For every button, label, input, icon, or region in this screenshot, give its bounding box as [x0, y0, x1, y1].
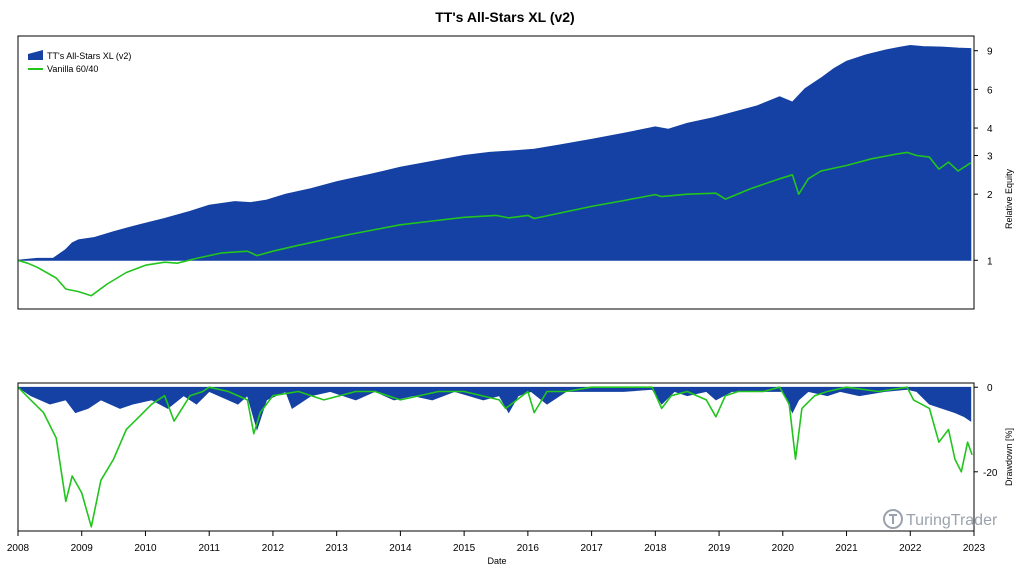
drawdown-panel: 0 -20 Drawdown [%] — [17, 382, 1014, 532]
equity-y-tick-label: 1 — [987, 256, 993, 267]
watermark-text: TuringTrader — [906, 512, 998, 529]
equity-area-layer — [17, 44, 972, 261]
legend-swatch-strategy — [28, 50, 43, 60]
equity-y-tick-label: 2 — [987, 190, 993, 201]
x-tick-label: 2021 — [835, 543, 858, 554]
equity-y-axis-title: Relative Equity — [1004, 168, 1014, 229]
legend-label-benchmark: Vanilla 60/40 — [47, 64, 98, 74]
drawdown-y-axis: 0 -20 — [974, 383, 998, 479]
equity-area-strategy — [17, 44, 972, 261]
drawdown-panel-frame — [17, 382, 975, 532]
drawdown-y-tick-label: -20 — [983, 468, 998, 479]
equity-y-tick-label: 3 — [987, 151, 993, 162]
drawdown-y-tick-label: 0 — [987, 383, 993, 394]
turingtrader-logo-mark — [889, 514, 897, 524]
x-tick-label: 2014 — [389, 543, 412, 554]
drawdown-area-strategy — [17, 386, 972, 431]
equity-y-tick-label: 6 — [987, 85, 993, 96]
drawdown-line-benchmark — [17, 386, 973, 528]
legend-label-strategy: TT's All-Stars XL (v2) — [47, 51, 131, 61]
x-tick-label: 2019 — [708, 543, 731, 554]
watermark: TuringTrader — [883, 509, 998, 529]
legend: TT's All-Stars XL (v2) Vanilla 60/40 — [28, 50, 131, 74]
drawdown-area-layer — [17, 386, 972, 431]
x-tick-label: 2012 — [262, 543, 285, 554]
equity-y-axis: 1 2 3 4 6 9 — [974, 47, 993, 267]
x-tick-label: 2010 — [134, 543, 157, 554]
x-tick-label: 2009 — [71, 543, 94, 554]
x-axis-title: Date — [487, 556, 506, 566]
equity-line-benchmark — [17, 151, 972, 297]
x-tick-label: 2013 — [326, 543, 349, 554]
equity-panel-frame — [17, 35, 975, 310]
x-tick-label: 2018 — [644, 543, 667, 554]
chart-title: TT's All-Stars XL (v2) — [435, 9, 574, 25]
equity-panel: 1 2 3 4 6 9 Relative Equity — [17, 35, 1014, 310]
x-tick-label: 2016 — [517, 543, 540, 554]
x-tick-label: 2015 — [453, 543, 476, 554]
turingtrader-logo-icon — [883, 509, 903, 529]
x-tick-label: 2022 — [899, 543, 922, 554]
drawdown-line-layer — [17, 386, 973, 528]
x-tick-label: 2023 — [963, 543, 986, 554]
x-tick-label: 2008 — [7, 543, 30, 554]
equity-y-tick-label: 9 — [987, 47, 993, 58]
x-tick-label: 2011 — [198, 543, 220, 554]
x-axis: 2008 2009 2010 2011 2012 2013 2014 2015 2016 2017… — [7, 531, 986, 554]
equity-line-layer — [17, 151, 972, 297]
equity-y-tick-label: 4 — [987, 124, 993, 135]
x-tick-label: 2017 — [580, 543, 603, 554]
x-tick-label: 2020 — [772, 543, 795, 554]
drawdown-y-axis-title: Drawdown [%] — [1004, 428, 1014, 486]
